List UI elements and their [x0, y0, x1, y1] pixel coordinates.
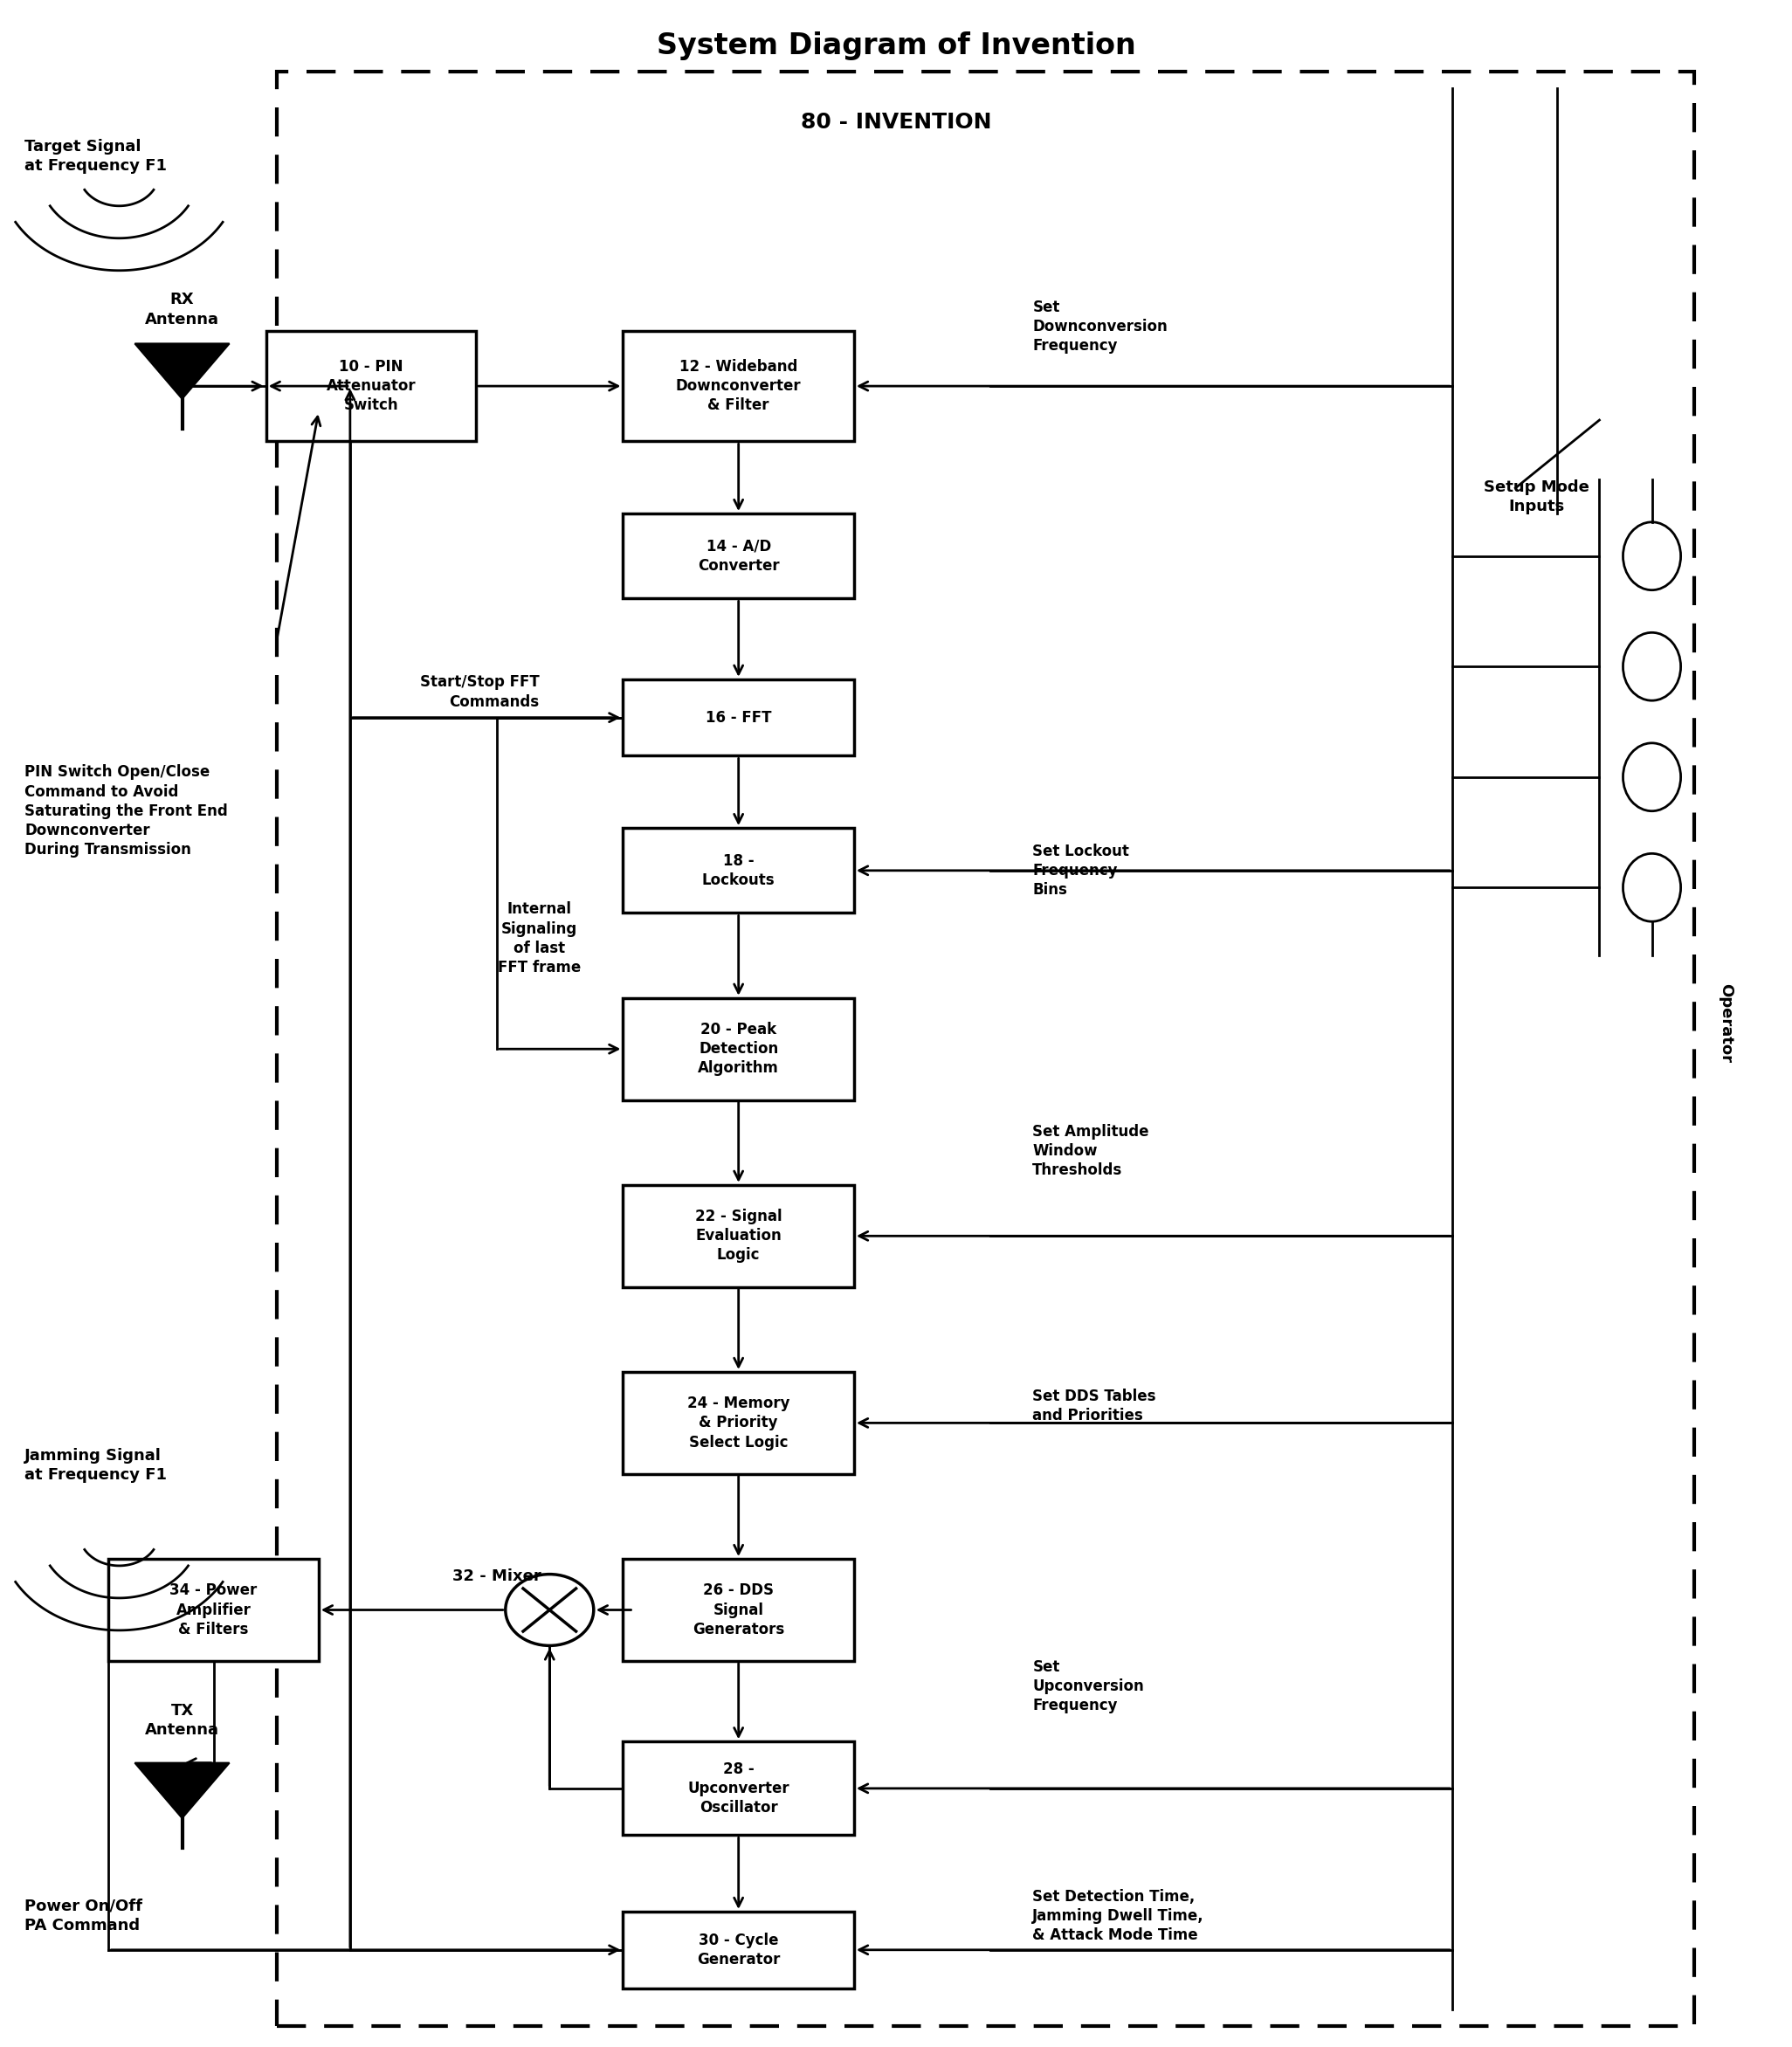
Text: Set Lockout
Frequency
Bins: Set Lockout Frequency Bins [1032, 843, 1129, 899]
Text: Set Detection Time,
Jamming Dwell Time,
& Attack Mode Time: Set Detection Time, Jamming Dwell Time, … [1032, 1889, 1204, 1943]
Bar [624, 1371, 855, 1474]
Text: Set
Downconversion
Frequency: Set Downconversion Frequency [1032, 299, 1168, 354]
Polygon shape [134, 344, 229, 399]
Bar [624, 999, 855, 1099]
Text: 20 - Peak
Detection
Algorithm: 20 - Peak Detection Algorithm [697, 1021, 780, 1077]
Text: Set Amplitude
Window
Thresholds: Set Amplitude Window Thresholds [1032, 1124, 1149, 1179]
Bar [624, 1742, 855, 1836]
Text: Set DDS Tables
and Priorities: Set DDS Tables and Priorities [1032, 1388, 1156, 1423]
Bar [624, 680, 855, 755]
Text: Power On/Off
PA Command: Power On/Off PA Command [25, 1898, 143, 1934]
Text: Internal
Signaling
of last
FFT frame: Internal Signaling of last FFT frame [498, 901, 581, 976]
Text: Start/Stop FFT
Commands: Start/Stop FFT Commands [419, 676, 539, 710]
Text: 18 -
Lockouts: 18 - Lockouts [702, 854, 774, 888]
Text: 26 - DDS
Signal
Generators: 26 - DDS Signal Generators [692, 1582, 785, 1638]
Text: 22 - Signal
Evaluation
Logic: 22 - Signal Evaluation Logic [695, 1208, 781, 1263]
Text: 24 - Memory
& Priority
Select Logic: 24 - Memory & Priority Select Logic [686, 1396, 790, 1449]
Polygon shape [134, 1762, 229, 1818]
Text: RX
Antenna: RX Antenna [145, 293, 219, 328]
Text: Set
Upconversion
Frequency: Set Upconversion Frequency [1032, 1660, 1143, 1713]
Text: System Diagram of Invention: System Diagram of Invention [656, 31, 1136, 61]
Text: Operator: Operator [1717, 985, 1733, 1062]
Text: Jamming Signal
at Frequency F1: Jamming Signal at Frequency F1 [25, 1447, 167, 1482]
Text: PIN Switch Open/Close
Command to Avoid
Saturating the Front End
Downconverter
Du: PIN Switch Open/Close Command to Avoid S… [25, 764, 228, 858]
Bar [624, 829, 855, 913]
Text: 32 - Mixer: 32 - Mixer [453, 1568, 541, 1584]
Bar [109, 1560, 319, 1660]
Text: Setup Mode
Inputs: Setup Mode Inputs [1484, 479, 1590, 514]
Bar [265, 332, 477, 442]
Text: 34 - Power
Amplifier
& Filters: 34 - Power Amplifier & Filters [170, 1582, 258, 1638]
Text: 28 -
Upconverter
Oscillator: 28 - Upconverter Oscillator [688, 1760, 790, 1816]
Bar [624, 514, 855, 598]
Text: 12 - Wideband
Downconverter
& Filter: 12 - Wideband Downconverter & Filter [676, 358, 801, 413]
Text: 14 - A/D
Converter: 14 - A/D Converter [697, 538, 780, 573]
Bar [276, 72, 1693, 2027]
Bar [624, 332, 855, 442]
Text: 30 - Cycle
Generator: 30 - Cycle Generator [697, 1932, 780, 1967]
Bar [624, 1560, 855, 1660]
Text: Target Signal
at Frequency F1: Target Signal at Frequency F1 [25, 139, 167, 174]
Text: 16 - FFT: 16 - FFT [706, 710, 772, 725]
Circle shape [505, 1574, 593, 1646]
Bar [624, 1912, 855, 1988]
Text: 80 - INVENTION: 80 - INVENTION [801, 113, 991, 133]
Text: 10 - PIN
Attenuator
Switch: 10 - PIN Attenuator Switch [326, 358, 416, 413]
Bar [624, 1185, 855, 1288]
Text: TX
Antenna: TX Antenna [145, 1703, 219, 1738]
